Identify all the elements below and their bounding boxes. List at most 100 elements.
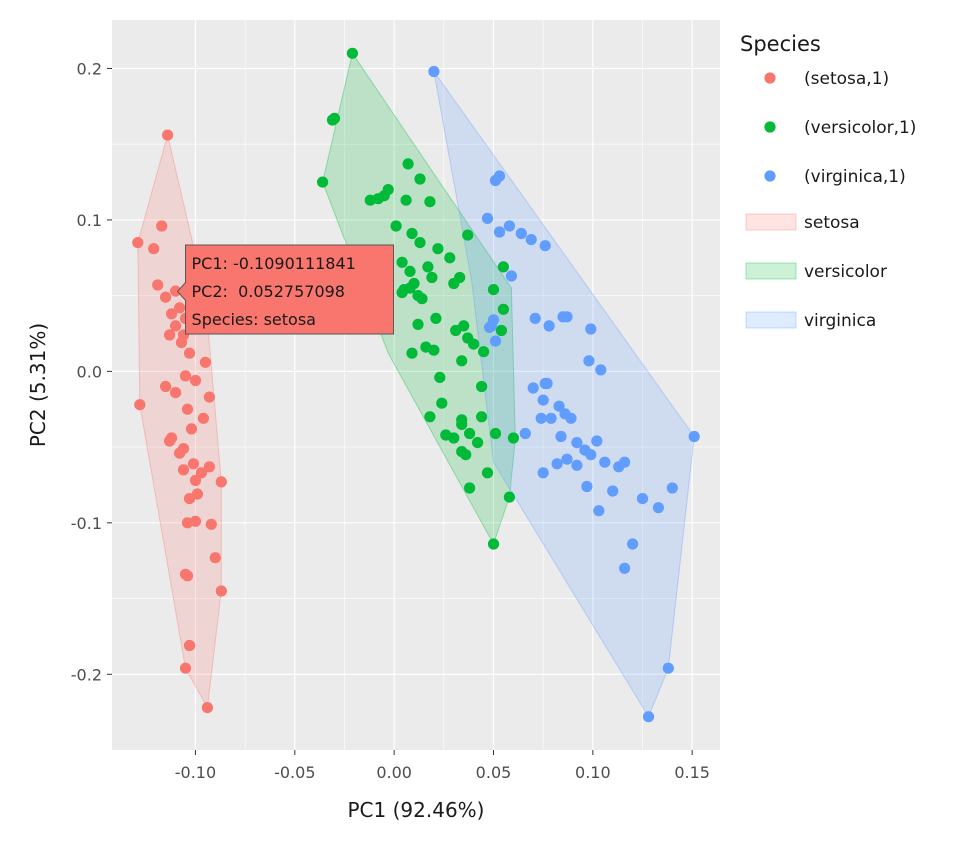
point-virginica[interactable] <box>627 538 639 550</box>
point-versicolor[interactable] <box>404 265 416 277</box>
point-virginica[interactable] <box>555 430 567 443</box>
point-virginica[interactable] <box>571 437 583 449</box>
point-versicolor[interactable] <box>396 287 408 299</box>
point-virginica[interactable] <box>599 456 611 468</box>
point-setosa[interactable] <box>187 458 200 470</box>
point-versicolor[interactable] <box>436 397 448 409</box>
point-setosa[interactable] <box>203 461 215 473</box>
point-virginica[interactable] <box>688 430 700 443</box>
point-versicolor[interactable] <box>390 220 402 232</box>
point-setosa[interactable] <box>177 464 190 476</box>
point-virginica[interactable] <box>595 364 607 376</box>
point-versicolor[interactable] <box>456 355 468 367</box>
point-versicolor[interactable] <box>507 432 519 444</box>
point-virginica[interactable] <box>619 562 631 574</box>
point-virginica[interactable] <box>583 355 595 367</box>
point-virginica[interactable] <box>541 377 553 390</box>
point-versicolor[interactable] <box>430 312 442 324</box>
point-versicolor[interactable] <box>412 318 424 330</box>
legend-point-label-versicolor[interactable]: (versicolor,1) <box>804 118 916 138</box>
point-setosa[interactable] <box>132 237 144 249</box>
point-virginica[interactable] <box>543 320 555 332</box>
point-virginica[interactable] <box>652 502 665 514</box>
point-virginica[interactable] <box>537 467 549 479</box>
point-setosa[interactable] <box>183 347 196 359</box>
point-versicolor[interactable] <box>476 411 488 423</box>
point-virginica[interactable] <box>581 480 593 493</box>
point-versicolor[interactable] <box>420 341 432 353</box>
point-virginica[interactable] <box>607 485 619 497</box>
point-setosa[interactable] <box>189 374 202 387</box>
point-virginica[interactable] <box>553 400 565 412</box>
point-versicolor[interactable] <box>497 261 509 273</box>
point-setosa[interactable] <box>199 356 211 368</box>
point-setosa[interactable] <box>209 552 221 564</box>
point-setosa[interactable] <box>164 435 176 447</box>
point-versicolor[interactable] <box>462 332 474 344</box>
point-versicolor[interactable] <box>424 411 436 423</box>
point-setosa[interactable] <box>189 474 202 486</box>
point-virginica[interactable] <box>571 459 583 471</box>
point-setosa[interactable] <box>183 493 196 505</box>
legend-point-key-versicolor[interactable] <box>764 121 776 133</box>
point-virginica[interactable] <box>565 412 577 424</box>
point-virginica[interactable] <box>666 482 678 494</box>
point-setosa[interactable] <box>215 476 227 488</box>
point-versicolor[interactable] <box>432 243 444 255</box>
point-virginica[interactable] <box>593 505 605 517</box>
point-versicolor[interactable] <box>444 252 456 264</box>
point-versicolor[interactable] <box>400 194 412 206</box>
point-setosa[interactable] <box>170 320 182 332</box>
point-virginica[interactable] <box>505 270 517 282</box>
point-versicolor[interactable] <box>396 256 408 268</box>
point-setosa[interactable] <box>203 391 215 403</box>
point-virginica[interactable] <box>561 453 573 465</box>
point-setosa[interactable] <box>181 570 194 582</box>
point-virginica[interactable] <box>493 226 506 238</box>
point-virginica[interactable] <box>503 220 515 232</box>
point-setosa[interactable] <box>156 220 168 232</box>
point-virginica[interactable] <box>585 323 597 335</box>
point-virginica[interactable] <box>428 65 440 78</box>
point-versicolor[interactable] <box>422 261 434 273</box>
point-virginica[interactable] <box>561 311 573 323</box>
point-versicolor[interactable] <box>497 303 509 315</box>
point-versicolor[interactable] <box>402 158 414 170</box>
point-virginica[interactable] <box>662 662 674 674</box>
point-versicolor[interactable] <box>478 346 490 358</box>
legend-hull-label-virginica[interactable]: virginica <box>804 311 876 331</box>
point-setosa[interactable] <box>201 702 213 714</box>
point-setosa[interactable] <box>181 403 194 415</box>
point-setosa[interactable] <box>164 329 176 341</box>
point-virginica[interactable] <box>636 493 649 505</box>
point-virginica[interactable] <box>642 711 655 723</box>
point-versicolor[interactable] <box>460 449 472 461</box>
point-versicolor[interactable] <box>448 432 460 444</box>
point-setosa[interactable] <box>205 518 217 530</box>
point-setosa[interactable] <box>174 302 186 314</box>
point-virginica[interactable] <box>529 312 541 324</box>
point-setosa[interactable] <box>152 279 164 291</box>
point-versicolor[interactable] <box>495 324 507 337</box>
point-setosa[interactable] <box>185 423 198 435</box>
point-setosa[interactable] <box>160 380 172 393</box>
point-versicolor[interactable] <box>434 371 446 383</box>
point-setosa[interactable] <box>179 662 192 674</box>
point-versicolor[interactable] <box>406 227 418 240</box>
legend-hull-key-versicolor[interactable] <box>745 262 797 280</box>
point-versicolor[interactable] <box>476 380 488 393</box>
point-versicolor[interactable] <box>450 324 462 337</box>
legend-hull-label-versicolor[interactable]: versicolor <box>804 262 887 282</box>
point-virginica[interactable] <box>535 412 547 424</box>
point-versicolor[interactable] <box>462 229 474 241</box>
legend-hull-key-setosa[interactable] <box>745 213 797 231</box>
legend-point-label-virginica[interactable]: (virginica,1) <box>804 167 906 187</box>
point-versicolor[interactable] <box>481 467 494 479</box>
point-setosa[interactable] <box>179 370 192 382</box>
point-versicolor[interactable] <box>364 194 376 206</box>
point-virginica[interactable] <box>591 435 603 447</box>
point-setosa[interactable] <box>166 308 178 320</box>
point-versicolor[interactable] <box>487 538 500 550</box>
point-setosa[interactable] <box>148 243 160 255</box>
point-virginica[interactable] <box>519 427 531 440</box>
